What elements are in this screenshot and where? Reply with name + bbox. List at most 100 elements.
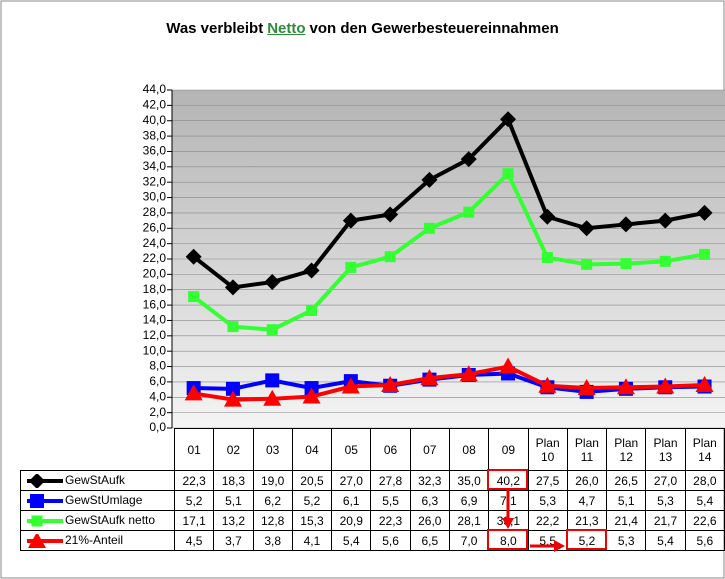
data-label: 22,6 [684, 510, 725, 531]
data-label: 5,1 [213, 490, 254, 511]
y-tick-label: 40,0 [143, 113, 167, 127]
legend-label: GewStUmlage [65, 493, 143, 508]
y-tick-label: 38,0 [143, 128, 167, 142]
category-label: Plan 10 [527, 428, 568, 471]
data-label: 5,3 [645, 490, 686, 511]
marker [577, 379, 596, 396]
marker [306, 304, 318, 316]
marker [699, 248, 711, 260]
marker [578, 220, 595, 237]
y-tick-label: 24,0 [143, 236, 167, 250]
marker [581, 258, 593, 270]
marker [227, 321, 239, 333]
category-label: 02 [213, 428, 254, 471]
data-label: 3,7 [213, 530, 254, 551]
category-label: Plan 14 [684, 428, 725, 471]
data-row: GewStAufk 22,3 18,3 19,0 20,5 27,0 27,8 32,3 35,… [20, 470, 725, 491]
marker [303, 262, 320, 279]
marker [345, 261, 357, 273]
data-label: 5,5 [370, 490, 411, 511]
category-label: 05 [331, 428, 372, 471]
data-label: 4,7 [566, 490, 608, 511]
data-label: 22,2 [527, 510, 568, 531]
y-tick-label: 44,0 [143, 82, 167, 96]
data-label: 6,9 [448, 490, 490, 511]
legend-symbol [27, 493, 63, 508]
marker [617, 216, 634, 233]
category-label: 09 [488, 428, 529, 471]
category-label: 06 [370, 428, 411, 471]
data-table: 01 02 03 04 05 06 07 08 09 Plan 10 Plan 11 Plan 12 P… [20, 428, 725, 551]
category-label: 07 [409, 428, 450, 471]
data-label: 21,3 [566, 510, 608, 531]
y-tick-label: 4,0 [149, 389, 166, 403]
y-tick-label: 8,0 [149, 359, 166, 373]
marker [188, 291, 200, 303]
marker [538, 376, 557, 393]
marker [265, 373, 280, 388]
marker [420, 369, 439, 386]
legend-symbol [27, 472, 63, 489]
data-label: 12,8 [252, 510, 293, 531]
data-row: GewStUmlage 5,2 5,1 6,2 5,2 6,1 5,5 6,3 6,9 7,1 5,… [20, 490, 725, 511]
data-label: 7,1 [488, 490, 529, 511]
marker [539, 208, 556, 225]
marker [223, 390, 242, 407]
marker [616, 378, 635, 395]
marker [28, 531, 46, 548]
y-tick-label: 32,0 [143, 174, 167, 188]
data-label: 28,0 [684, 470, 725, 491]
y-tick-label: 2,0 [149, 405, 166, 419]
marker [185, 248, 202, 265]
marker [264, 274, 281, 291]
marker [302, 387, 321, 404]
y-tick-label: 16,0 [143, 297, 167, 311]
category-label: Plan 12 [606, 428, 647, 471]
data-label: 20,5 [291, 470, 333, 491]
data-label: 28,1 [448, 510, 490, 531]
data-label: 5,6 [684, 530, 725, 551]
marker [184, 384, 203, 401]
y-tick-label: 34,0 [143, 159, 167, 173]
legend-label: GewStAufk netto [65, 513, 156, 528]
data-label: 5,4 [645, 530, 686, 551]
category-label: Plan 11 [566, 428, 608, 471]
marker [500, 111, 517, 128]
data-label: 21,7 [645, 510, 686, 531]
title-part: Was verbleibt [166, 20, 264, 37]
data-label: 4,5 [173, 530, 215, 551]
data-label: 3,8 [252, 530, 293, 551]
category-label: Plan 13 [645, 428, 686, 471]
y-tick-label: 30,0 [143, 190, 167, 204]
marker [31, 515, 43, 527]
data-label: 5,3 [606, 530, 647, 551]
legend-entry: GewStUmlage [20, 490, 175, 511]
data-label: 8,0 [488, 530, 529, 551]
y-tick-label: 12,0 [143, 328, 167, 342]
y-tick-label: 28,0 [143, 205, 167, 219]
y-tick-label: 14,0 [143, 313, 167, 327]
series-line [192, 170, 705, 332]
legend-entry: GewStAufk netto [20, 510, 175, 531]
category-label: 03 [252, 428, 293, 471]
data-label: 5,2 [566, 530, 608, 551]
marker [502, 168, 514, 180]
y-tick-label: 10,0 [143, 343, 167, 357]
marker [224, 279, 241, 296]
data-label: 5,1 [606, 490, 647, 511]
marker [499, 357, 518, 374]
marker [29, 472, 45, 489]
data-label: 18,3 [213, 470, 254, 491]
data-label: 5,2 [173, 490, 215, 511]
data-label: 27,5 [527, 470, 568, 491]
data-label: 15,3 [291, 510, 333, 531]
data-label: 17,1 [173, 510, 215, 531]
data-label: 26,0 [566, 470, 608, 491]
marker [263, 389, 282, 406]
legend-label: GewStAufk [65, 473, 126, 488]
data-label: 19,0 [252, 470, 293, 491]
data-label: 35,0 [448, 470, 490, 491]
marker [541, 251, 553, 263]
data-label: 26,0 [409, 510, 450, 531]
marker [382, 206, 399, 223]
